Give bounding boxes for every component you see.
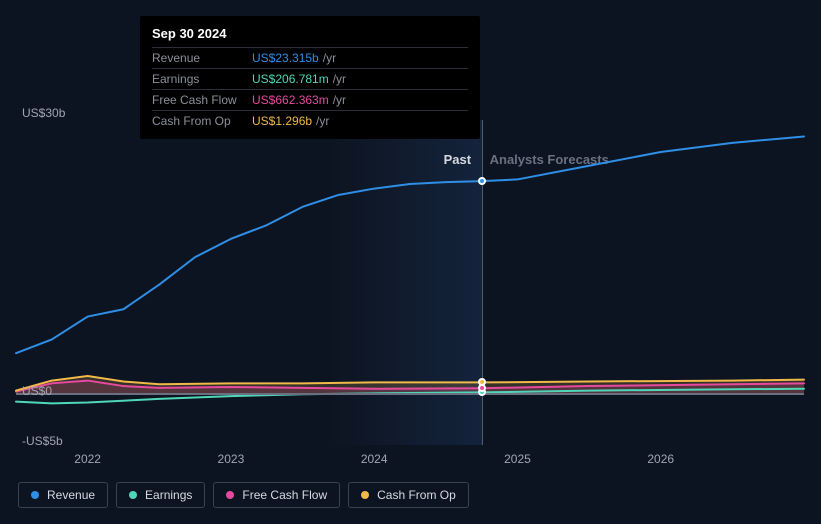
legend-item-revenue[interactable]: Revenue bbox=[18, 482, 108, 508]
tooltip-metric-label: Cash From Op bbox=[152, 114, 252, 128]
y-tick-label: US$0 bbox=[22, 384, 52, 398]
tooltip-metric-label: Revenue bbox=[152, 51, 252, 65]
series-marker bbox=[478, 378, 486, 386]
legend-item-fcf[interactable]: Free Cash Flow bbox=[213, 482, 340, 508]
legend-label: Cash From Op bbox=[377, 488, 456, 502]
x-tick-label: 2023 bbox=[218, 452, 245, 466]
tooltip-row: Cash From OpUS$1.296b/yr bbox=[152, 110, 468, 131]
legend-dot-icon bbox=[31, 491, 39, 499]
legend-dot-icon bbox=[226, 491, 234, 499]
chart-legend: Revenue Earnings Free Cash Flow Cash From O… bbox=[18, 482, 469, 508]
tooltip-metric-label: Free Cash Flow bbox=[152, 93, 252, 107]
legend-label: Revenue bbox=[47, 488, 95, 502]
legend-item-earnings[interactable]: Earnings bbox=[116, 482, 205, 508]
x-tick-label: 2024 bbox=[361, 452, 388, 466]
tooltip-metric-unit: /yr bbox=[333, 72, 346, 86]
legend-dot-icon bbox=[129, 491, 137, 499]
series-marker bbox=[478, 177, 486, 185]
y-tick-label: -US$5b bbox=[22, 434, 63, 448]
tooltip-row: EarningsUS$206.781m/yr bbox=[152, 68, 468, 89]
tooltip-metric-value: US$23.315b bbox=[252, 51, 319, 65]
legend-label: Earnings bbox=[145, 488, 192, 502]
tooltip-metric-unit: /yr bbox=[316, 114, 329, 128]
zero-baseline bbox=[16, 393, 804, 395]
tooltip-row: RevenueUS$23.315b/yr bbox=[152, 47, 468, 68]
x-tick-label: 2026 bbox=[647, 452, 674, 466]
tooltip-date: Sep 30 2024 bbox=[152, 26, 468, 47]
tooltip-metric-label: Earnings bbox=[152, 72, 252, 86]
legend-dot-icon bbox=[361, 491, 369, 499]
tooltip-metric-unit: /yr bbox=[323, 51, 336, 65]
chart-tooltip: Sep 30 2024 RevenueUS$23.315b/yrEarnings… bbox=[140, 16, 480, 139]
x-tick-label: 2022 bbox=[74, 452, 101, 466]
x-tick-label: 2025 bbox=[504, 452, 531, 466]
tooltip-metric-value: US$662.363m bbox=[252, 93, 329, 107]
tooltip-metric-value: US$1.296b bbox=[252, 114, 312, 128]
earnings-chart: Past Analysts Forecasts US$30bUS$0-US$5b… bbox=[0, 0, 821, 524]
tooltip-row: Free Cash FlowUS$662.363m/yr bbox=[152, 89, 468, 110]
legend-item-cfo[interactable]: Cash From Op bbox=[348, 482, 469, 508]
legend-label: Free Cash Flow bbox=[242, 488, 327, 502]
tooltip-metric-value: US$206.781m bbox=[252, 72, 329, 86]
tooltip-metric-unit: /yr bbox=[333, 93, 346, 107]
y-tick-label: US$30b bbox=[22, 106, 65, 120]
